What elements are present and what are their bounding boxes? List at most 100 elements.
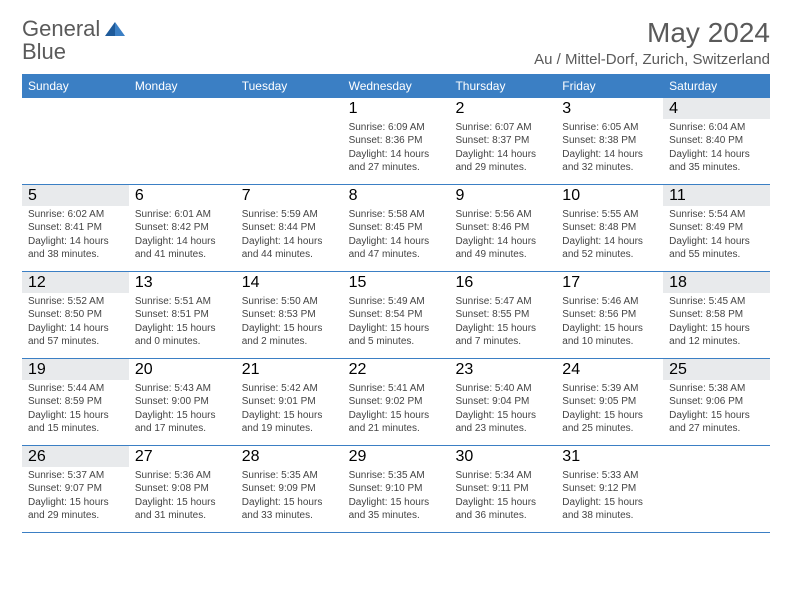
week-row: 26Sunrise: 5:37 AMSunset: 9:07 PMDayligh…	[22, 446, 770, 533]
day-info: Sunrise: 5:51 AMSunset: 8:51 PMDaylight:…	[135, 295, 230, 349]
day-number	[22, 98, 129, 101]
weeks-container: 1Sunrise: 6:09 AMSunset: 8:36 PMDaylight…	[22, 98, 770, 533]
day-cell: 7Sunrise: 5:59 AMSunset: 8:44 PMDaylight…	[236, 185, 343, 271]
day-cell: 16Sunrise: 5:47 AMSunset: 8:55 PMDayligh…	[449, 272, 556, 358]
day-cell: 14Sunrise: 5:50 AMSunset: 8:53 PMDayligh…	[236, 272, 343, 358]
day-info: Sunrise: 5:33 AMSunset: 9:12 PMDaylight:…	[562, 469, 657, 523]
day-info: Sunrise: 5:49 AMSunset: 8:54 PMDaylight:…	[349, 295, 444, 349]
day-cell	[129, 98, 236, 184]
day-number	[663, 446, 770, 449]
day-cell: 11Sunrise: 5:54 AMSunset: 8:49 PMDayligh…	[663, 185, 770, 271]
day-cell: 10Sunrise: 5:55 AMSunset: 8:48 PMDayligh…	[556, 185, 663, 271]
day-info: Sunrise: 5:58 AMSunset: 8:45 PMDaylight:…	[349, 208, 444, 262]
day-number: 4	[663, 98, 770, 119]
day-cell: 1Sunrise: 6:09 AMSunset: 8:36 PMDaylight…	[343, 98, 450, 184]
day-number: 7	[236, 185, 343, 206]
day-info: Sunrise: 5:46 AMSunset: 8:56 PMDaylight:…	[562, 295, 657, 349]
day-cell	[236, 98, 343, 184]
day-cell: 22Sunrise: 5:41 AMSunset: 9:02 PMDayligh…	[343, 359, 450, 445]
day-number: 28	[236, 446, 343, 467]
day-cell: 13Sunrise: 5:51 AMSunset: 8:51 PMDayligh…	[129, 272, 236, 358]
day-cell: 6Sunrise: 6:01 AMSunset: 8:42 PMDaylight…	[129, 185, 236, 271]
calendar-grid: SundayMondayTuesdayWednesdayThursdayFrid…	[22, 74, 770, 533]
calendar-page: General Blue May 2024 Au / Mittel-Dorf, …	[0, 0, 792, 551]
day-info: Sunrise: 5:39 AMSunset: 9:05 PMDaylight:…	[562, 382, 657, 436]
day-cell: 5Sunrise: 6:02 AMSunset: 8:41 PMDaylight…	[22, 185, 129, 271]
day-cell: 9Sunrise: 5:56 AMSunset: 8:46 PMDaylight…	[449, 185, 556, 271]
weekday-header: Friday	[556, 74, 663, 98]
day-cell: 24Sunrise: 5:39 AMSunset: 9:05 PMDayligh…	[556, 359, 663, 445]
day-cell: 19Sunrise: 5:44 AMSunset: 8:59 PMDayligh…	[22, 359, 129, 445]
day-number: 30	[449, 446, 556, 467]
day-cell: 17Sunrise: 5:46 AMSunset: 8:56 PMDayligh…	[556, 272, 663, 358]
day-number: 1	[343, 98, 450, 119]
day-cell: 4Sunrise: 6:04 AMSunset: 8:40 PMDaylight…	[663, 98, 770, 184]
day-cell: 18Sunrise: 5:45 AMSunset: 8:58 PMDayligh…	[663, 272, 770, 358]
weekday-header: Wednesday	[343, 74, 450, 98]
day-number: 8	[343, 185, 450, 206]
day-info: Sunrise: 6:05 AMSunset: 8:38 PMDaylight:…	[562, 121, 657, 175]
weekday-header: Tuesday	[236, 74, 343, 98]
week-row: 5Sunrise: 6:02 AMSunset: 8:41 PMDaylight…	[22, 185, 770, 272]
day-cell: 15Sunrise: 5:49 AMSunset: 8:54 PMDayligh…	[343, 272, 450, 358]
day-info: Sunrise: 5:37 AMSunset: 9:07 PMDaylight:…	[28, 469, 123, 523]
day-info: Sunrise: 6:01 AMSunset: 8:42 PMDaylight:…	[135, 208, 230, 262]
day-info: Sunrise: 6:09 AMSunset: 8:36 PMDaylight:…	[349, 121, 444, 175]
day-number: 19	[22, 359, 129, 380]
day-number: 17	[556, 272, 663, 293]
day-number: 12	[22, 272, 129, 293]
day-cell	[663, 446, 770, 532]
day-number: 9	[449, 185, 556, 206]
weekday-header: Saturday	[663, 74, 770, 98]
day-number: 3	[556, 98, 663, 119]
day-cell: 27Sunrise: 5:36 AMSunset: 9:08 PMDayligh…	[129, 446, 236, 532]
day-number: 31	[556, 446, 663, 467]
day-number: 16	[449, 272, 556, 293]
day-cell: 30Sunrise: 5:34 AMSunset: 9:11 PMDayligh…	[449, 446, 556, 532]
day-cell	[22, 98, 129, 184]
day-cell: 2Sunrise: 6:07 AMSunset: 8:37 PMDaylight…	[449, 98, 556, 184]
logo-text-wrap: General Blue	[22, 18, 125, 64]
week-row: 19Sunrise: 5:44 AMSunset: 8:59 PMDayligh…	[22, 359, 770, 446]
day-info: Sunrise: 5:55 AMSunset: 8:48 PMDaylight:…	[562, 208, 657, 262]
brand-part1: General	[22, 16, 100, 41]
day-info: Sunrise: 5:38 AMSunset: 9:06 PMDaylight:…	[669, 382, 764, 436]
brand-logo: General Blue	[22, 18, 125, 64]
header: General Blue May 2024 Au / Mittel-Dorf, …	[22, 18, 770, 68]
day-info: Sunrise: 6:02 AMSunset: 8:41 PMDaylight:…	[28, 208, 123, 262]
day-info: Sunrise: 5:56 AMSunset: 8:46 PMDaylight:…	[455, 208, 550, 262]
day-cell: 21Sunrise: 5:42 AMSunset: 9:01 PMDayligh…	[236, 359, 343, 445]
weekday-header: Monday	[129, 74, 236, 98]
week-row: 1Sunrise: 6:09 AMSunset: 8:36 PMDaylight…	[22, 98, 770, 185]
day-number	[129, 98, 236, 101]
day-info: Sunrise: 5:42 AMSunset: 9:01 PMDaylight:…	[242, 382, 337, 436]
day-info: Sunrise: 6:04 AMSunset: 8:40 PMDaylight:…	[669, 121, 764, 175]
weekday-header: Sunday	[22, 74, 129, 98]
day-info: Sunrise: 5:59 AMSunset: 8:44 PMDaylight:…	[242, 208, 337, 262]
day-info: Sunrise: 6:07 AMSunset: 8:37 PMDaylight:…	[455, 121, 550, 175]
day-number: 23	[449, 359, 556, 380]
day-cell: 29Sunrise: 5:35 AMSunset: 9:10 PMDayligh…	[343, 446, 450, 532]
day-number: 15	[343, 272, 450, 293]
day-info: Sunrise: 5:43 AMSunset: 9:00 PMDaylight:…	[135, 382, 230, 436]
day-cell: 12Sunrise: 5:52 AMSunset: 8:50 PMDayligh…	[22, 272, 129, 358]
day-number: 14	[236, 272, 343, 293]
day-number: 10	[556, 185, 663, 206]
day-number: 25	[663, 359, 770, 380]
title-block: May 2024 Au / Mittel-Dorf, Zurich, Switz…	[534, 18, 770, 68]
day-info: Sunrise: 5:52 AMSunset: 8:50 PMDaylight:…	[28, 295, 123, 349]
day-cell: 23Sunrise: 5:40 AMSunset: 9:04 PMDayligh…	[449, 359, 556, 445]
day-cell: 31Sunrise: 5:33 AMSunset: 9:12 PMDayligh…	[556, 446, 663, 532]
day-number: 27	[129, 446, 236, 467]
brand-part2: Blue	[22, 39, 66, 64]
day-number: 20	[129, 359, 236, 380]
day-cell: 3Sunrise: 6:05 AMSunset: 8:38 PMDaylight…	[556, 98, 663, 184]
weekday-header: Thursday	[449, 74, 556, 98]
day-number: 29	[343, 446, 450, 467]
day-info: Sunrise: 5:40 AMSunset: 9:04 PMDaylight:…	[455, 382, 550, 436]
day-number: 22	[343, 359, 450, 380]
day-cell: 26Sunrise: 5:37 AMSunset: 9:07 PMDayligh…	[22, 446, 129, 532]
location: Au / Mittel-Dorf, Zurich, Switzerland	[534, 51, 770, 68]
day-info: Sunrise: 5:35 AMSunset: 9:09 PMDaylight:…	[242, 469, 337, 523]
day-number: 2	[449, 98, 556, 119]
